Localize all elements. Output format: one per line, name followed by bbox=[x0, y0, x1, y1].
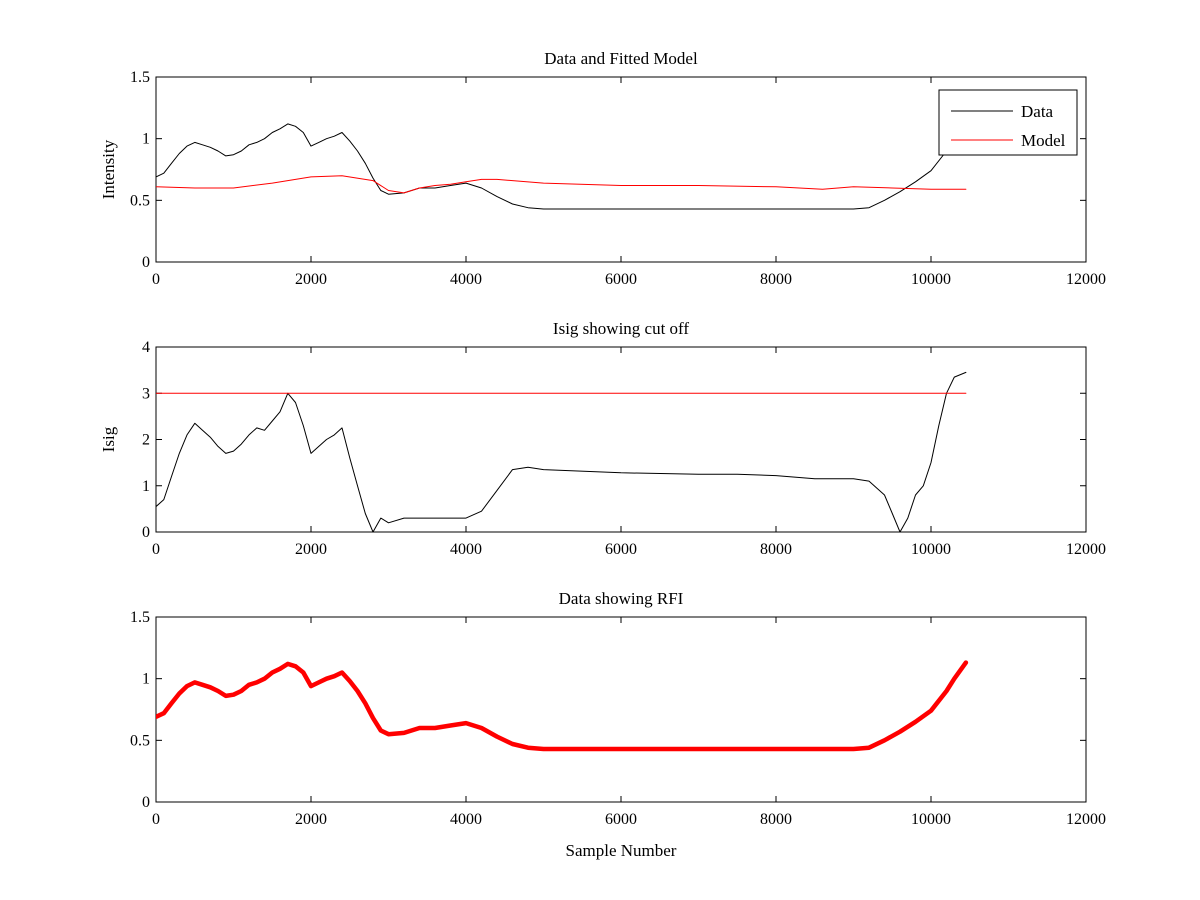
x-tick-label: 4000 bbox=[450, 541, 482, 558]
y-tick-label: 0 bbox=[142, 794, 150, 811]
y-tick-label: 1 bbox=[142, 671, 150, 688]
axes-frame bbox=[155, 346, 1087, 533]
y-tick-label: 1 bbox=[142, 131, 150, 148]
legend-label: Model bbox=[1021, 131, 1066, 150]
y-tick-label: 0.5 bbox=[130, 732, 150, 749]
x-tick-label: 2000 bbox=[295, 271, 327, 288]
x-tick-label: 2000 bbox=[295, 541, 327, 558]
y-tick-label: 1 bbox=[142, 478, 150, 495]
legend-label: Data bbox=[1021, 102, 1054, 121]
y-tick-label: 1.5 bbox=[130, 69, 150, 86]
x-tick-label: 0 bbox=[152, 541, 160, 558]
x-tick-label: 8000 bbox=[760, 541, 792, 558]
series-line-primary bbox=[156, 660, 969, 752]
chart-title: Data and Fitted Model bbox=[544, 49, 698, 68]
series-line-model bbox=[156, 175, 967, 194]
subplot-1: 0 2000 4000 6000 8000 10000 12000 0 0.5 1 1.5 Data … bbox=[99, 49, 1106, 288]
chart-title: Data showing RFI bbox=[559, 589, 684, 608]
y-tick-label: 0 bbox=[142, 254, 150, 271]
y-tick-label: 0 bbox=[142, 524, 150, 541]
y-tick-label: 0.5 bbox=[130, 192, 150, 209]
x-tick-label: 6000 bbox=[605, 811, 637, 828]
subplot-2: 0 2000 4000 6000 8000 10000 12000 0 1 2 3 4 Isig sho… bbox=[99, 319, 1106, 558]
x-tick-label: 12000 bbox=[1066, 541, 1106, 558]
y-axis-label: Isig bbox=[99, 426, 118, 452]
x-tick-label: 4000 bbox=[450, 811, 482, 828]
x-tick-label: 6000 bbox=[605, 541, 637, 558]
legend: Data Model bbox=[938, 89, 1078, 156]
x-tick-label: 10000 bbox=[911, 541, 951, 558]
subplot-3: 0 2000 4000 6000 8000 10000 12000 0 0.5 1 1.5 Data … bbox=[130, 589, 1106, 860]
y-tick-label: 3 bbox=[142, 385, 150, 402]
axes-frame bbox=[155, 76, 1087, 263]
y-tick-label: 4 bbox=[142, 339, 150, 356]
y-axis-label: Intensity bbox=[99, 139, 118, 199]
x-tick-label: 12000 bbox=[1066, 811, 1106, 828]
y-tick-label: 1.5 bbox=[130, 609, 150, 626]
chart-title: Isig showing cut off bbox=[553, 319, 689, 338]
series-line-data bbox=[156, 122, 967, 210]
x-tick-label: 10000 bbox=[911, 811, 951, 828]
axes-frame bbox=[155, 616, 1087, 803]
x-tick-label: 8000 bbox=[760, 811, 792, 828]
y-tick-label: 2 bbox=[142, 432, 150, 449]
x-tick-label: 0 bbox=[152, 271, 160, 288]
series-line-primary bbox=[156, 371, 967, 532]
x-tick-label: 10000 bbox=[911, 271, 951, 288]
x-axis-label: Sample Number bbox=[566, 841, 677, 860]
x-tick-label: 2000 bbox=[295, 811, 327, 828]
x-tick-label: 6000 bbox=[605, 271, 637, 288]
legend-box bbox=[938, 89, 1078, 156]
x-tick-label: 8000 bbox=[760, 271, 792, 288]
x-tick-label: 0 bbox=[152, 811, 160, 828]
x-tick-label: 4000 bbox=[450, 271, 482, 288]
x-tick-label: 12000 bbox=[1066, 271, 1106, 288]
